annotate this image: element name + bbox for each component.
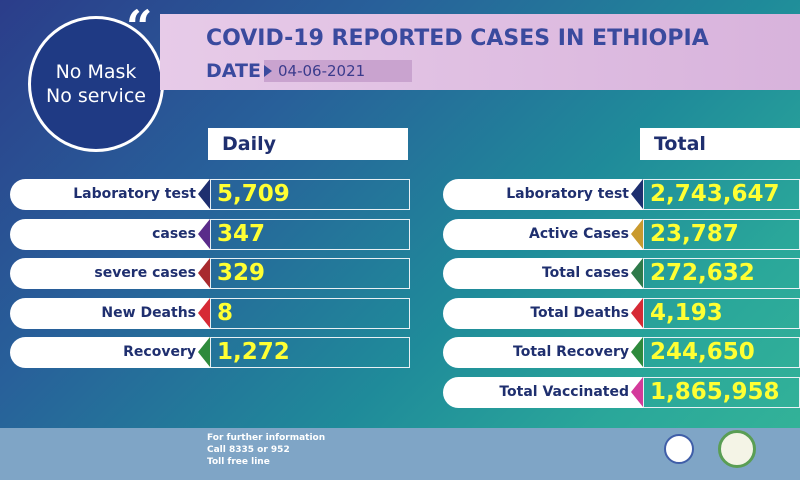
quote-mark: “ (126, 0, 153, 54)
pointer-arrow-icon (198, 258, 210, 288)
total-row: Total Recovery 244,650 (443, 337, 800, 368)
page-title: COVID-19 REPORTED CASES IN ETHIOPIA (206, 26, 709, 51)
footer-line-1: For further information (207, 433, 326, 443)
total-row: Total Vaccinated 1,865,958 (443, 376, 800, 408)
pointer-arrow-icon (198, 337, 210, 367)
daily-row: New Deaths 8 (10, 297, 410, 329)
daily-row-label: cases (10, 218, 210, 250)
total-heading: Total (640, 128, 800, 160)
daily-heading: Daily (208, 128, 408, 160)
daily-row: Laboratory test 5,709 (10, 179, 410, 210)
ephi-logo-icon (718, 430, 756, 468)
total-row-label: Total Recovery (443, 337, 643, 368)
daily-row-value: 347 (210, 218, 410, 250)
daily-row-value: 5,709 (210, 179, 410, 210)
pointer-arrow-icon (631, 218, 643, 249)
daily-row-value: 8 (210, 297, 410, 329)
daily-row-label: New Deaths (10, 297, 210, 329)
daily-row: Recovery 1,272 (10, 337, 410, 368)
pointer-arrow-icon (631, 376, 643, 407)
total-row: Total cases 272,632 (443, 258, 800, 289)
badge-line-2: No service (46, 85, 146, 107)
total-row-label: Total cases (443, 258, 643, 289)
total-row-value: 1,865,958 (643, 376, 800, 408)
badge-line-1: No Mask (55, 61, 137, 83)
date-value: 04-06-2021 (264, 60, 412, 82)
total-row: Active Cases 23,787 (443, 218, 800, 250)
total-row: Laboratory test 2,743,647 (443, 179, 800, 210)
total-row-label: Total Deaths (443, 297, 643, 329)
no-mask-badge: No Mask No service (28, 16, 164, 152)
pointer-arrow-icon (198, 297, 210, 328)
pointer-arrow-icon (198, 218, 210, 249)
pointer-arrow-icon (631, 297, 643, 328)
pointer-arrow-icon (631, 337, 643, 367)
daily-row-label: severe cases (10, 258, 210, 289)
footer: For further information Call 8335 or 952… (0, 428, 800, 480)
daily-row: severe cases 329 (10, 258, 410, 289)
total-row: Total Deaths 4,193 (443, 297, 800, 329)
date-label: DATE (206, 60, 261, 82)
total-row-label: Active Cases (443, 218, 643, 250)
date-arrow-icon (264, 65, 272, 77)
footer-line-2: Call 8335 or 952 (207, 445, 290, 455)
daily-row-label: Recovery (10, 337, 210, 368)
total-row-value: 2,743,647 (643, 179, 800, 210)
daily-row-value: 1,272 (210, 337, 410, 368)
total-row-label: Total Vaccinated (443, 376, 643, 408)
total-row-value: 4,193 (643, 297, 800, 329)
total-row-label: Laboratory test (443, 179, 643, 210)
daily-row: cases 347 (10, 218, 410, 250)
pointer-arrow-icon (631, 179, 643, 209)
total-row-value: 272,632 (643, 258, 800, 289)
ministry-logo-icon (664, 434, 694, 464)
total-row-value: 244,650 (643, 337, 800, 368)
title-banner: COVID-19 REPORTED CASES IN ETHIOPIA DATE… (160, 14, 800, 90)
total-row-value: 23,787 (643, 218, 800, 250)
footer-line-3: Toll free line (207, 457, 270, 467)
daily-row-label: Laboratory test (10, 179, 210, 210)
pointer-arrow-icon (631, 258, 643, 288)
pointer-arrow-icon (198, 179, 210, 209)
footer-info: For further information Call 8335 or 952… (207, 432, 325, 468)
daily-row-value: 329 (210, 258, 410, 289)
